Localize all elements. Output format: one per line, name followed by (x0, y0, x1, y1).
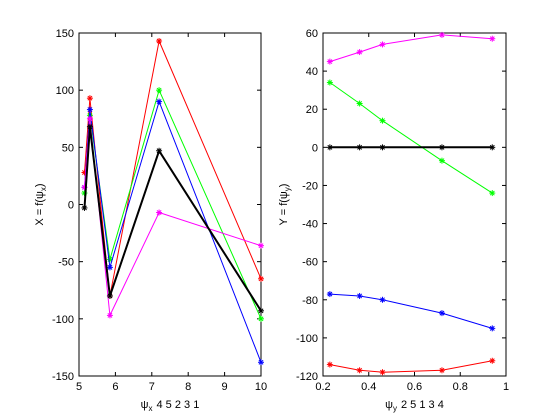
data-point (106, 264, 113, 271)
x-tick-label: 1 (503, 381, 509, 393)
x-axis-title: ψy 2 5 1 3 4 (385, 399, 444, 413)
y-tick-label: 0 (312, 142, 318, 154)
data-point (106, 292, 113, 299)
y-tick-label: 0 (68, 200, 74, 212)
data-point (489, 35, 496, 42)
data-point (326, 79, 333, 86)
data-point (258, 275, 264, 282)
data-point (379, 296, 386, 303)
x-tick-label: 0.6 (407, 381, 422, 393)
x-tick-label: 7 (149, 381, 155, 393)
x-tick-label: 10 (255, 381, 267, 393)
right-chart: 0.2 0.4 0.6 0.8 1 -120 -100 -80 -60 -40 -20 0 20 40 60… (278, 28, 509, 413)
y-tick-label: -50 (58, 257, 74, 269)
data-point (106, 312, 113, 319)
data-point (258, 307, 264, 314)
data-point (326, 361, 333, 368)
data-point (156, 209, 163, 216)
data-point (438, 157, 445, 164)
data-point (356, 144, 363, 151)
data-point (356, 367, 363, 374)
x-tick-label: 0.4 (361, 381, 376, 393)
data-point (258, 242, 264, 249)
y-tick-label: -40 (302, 219, 318, 231)
data-point (326, 291, 333, 298)
x-tick-label: 5 (76, 381, 82, 393)
data-point (438, 144, 445, 151)
data-point (258, 315, 264, 322)
series-line (84, 100, 262, 363)
data-point (86, 106, 93, 113)
data-point (356, 100, 363, 107)
y-tick-label: -20 (302, 180, 318, 192)
x-tick-label: 0.2 (315, 381, 330, 393)
data-point (326, 144, 333, 151)
series-line (329, 360, 493, 373)
series-line (329, 293, 493, 329)
x-tick-label: 9 (222, 381, 228, 393)
left-chart: 5 6 7 8 9 10 -150 -100 -50 0 50 100 150 ψx 4 5 2 3 1 X … (34, 28, 267, 413)
x-axis-title: ψx 4 5 2 3 1 (141, 399, 200, 413)
data-point (489, 144, 496, 151)
data-point (489, 357, 496, 364)
x-tick-label: 0.8 (453, 381, 468, 393)
x-tick-label: 8 (185, 381, 191, 393)
data-point (86, 95, 93, 102)
data-point (156, 87, 163, 94)
series-line (329, 82, 493, 194)
y-tick-label: -80 (302, 295, 318, 307)
data-point (356, 292, 363, 299)
data-point (356, 49, 363, 56)
y-tick-label: 100 (56, 85, 74, 97)
y-axis-title: X = f(ψx) (34, 183, 48, 225)
series-line (83, 126, 262, 312)
data-point (489, 190, 496, 197)
data-point (326, 58, 333, 65)
data-point (81, 204, 88, 211)
y-axis-title: Y = f(ψy) (278, 184, 292, 226)
data-point (379, 41, 386, 48)
y-tick-label: -100 (296, 333, 318, 345)
y-tick-label: 40 (306, 66, 318, 78)
data-point (438, 31, 445, 38)
y-tick-label: -100 (52, 314, 74, 326)
data-point (379, 117, 386, 124)
axes-frame (78, 32, 262, 377)
data-point (438, 367, 445, 374)
data-point (156, 98, 163, 105)
y-tick-label: 20 (306, 104, 318, 116)
data-point (86, 123, 93, 130)
data-point (438, 310, 445, 317)
y-tick-label: -60 (302, 257, 318, 269)
y-tick-label: -120 (296, 371, 318, 383)
data-point (156, 147, 163, 154)
data-point (379, 369, 386, 376)
y-tick-label: 60 (306, 28, 318, 40)
y-tick-label: -150 (52, 371, 74, 383)
x-tick-label: 6 (112, 381, 118, 393)
data-point (379, 144, 386, 151)
series-line (329, 34, 493, 63)
y-tick-label: 150 (56, 28, 74, 40)
data-point (489, 325, 496, 332)
y-tick-label: 50 (62, 142, 74, 154)
data-point (156, 38, 163, 45)
data-point (258, 359, 264, 366)
series-line (84, 88, 262, 320)
data-point (86, 115, 93, 122)
